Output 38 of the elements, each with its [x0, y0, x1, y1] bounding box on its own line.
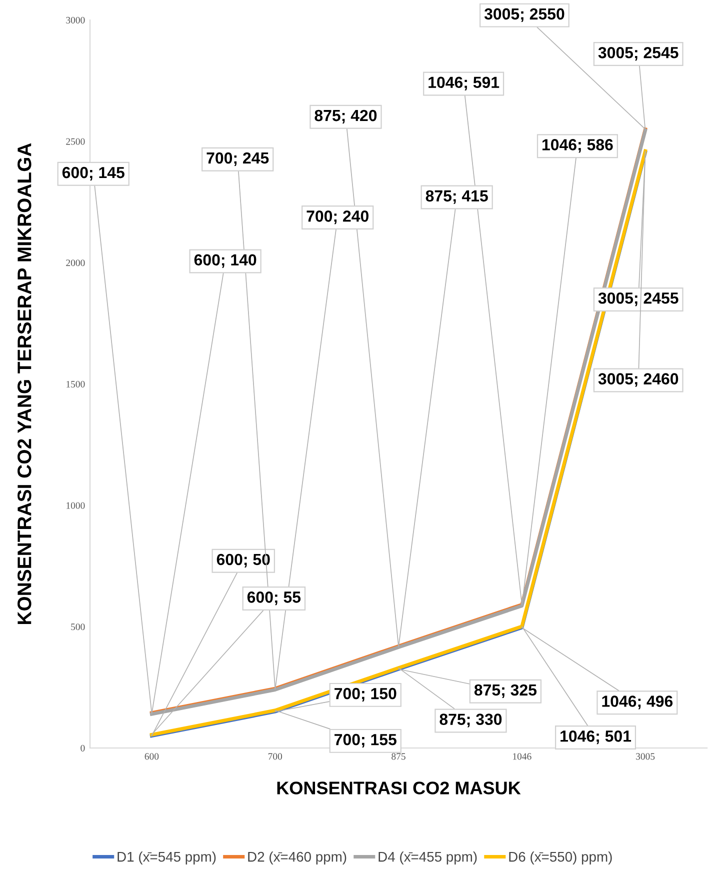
- data-label: 3005; 2550: [484, 8, 564, 22]
- x-tick-label: 875: [392, 753, 406, 760]
- x-tick-label: 700: [268, 753, 282, 760]
- x-tick-label: 1046: [513, 753, 532, 760]
- data-label: 875; 325: [474, 684, 537, 698]
- y-axis-title: KONSENTRASI CO2 YANG TERSERAP MIKROALGA: [18, 143, 32, 624]
- legend-label: D4 (x̄=455 ppm): [378, 852, 477, 864]
- data-label: 600; 55: [247, 592, 301, 606]
- y-tick-label: 1000: [66, 502, 85, 509]
- legend-label: D1 (x̄=545 ppm): [118, 852, 216, 864]
- data-label: 3005; 2460: [598, 373, 678, 387]
- y-tick-label: 2500: [66, 138, 85, 145]
- legend-label: D2 (x̄=460 ppm): [248, 852, 346, 864]
- data-label: 1046; 591: [428, 76, 500, 90]
- x-tick-label: 3005: [636, 753, 655, 760]
- y-tick-label: 2000: [66, 260, 85, 266]
- data-label: 875; 415: [426, 190, 488, 204]
- y-tick-label: 3000: [66, 16, 85, 24]
- legend-label: D6 (x̄=550) ppm): [509, 852, 612, 864]
- data-label: 1046; 496: [602, 696, 673, 710]
- data-label: 600; 50: [216, 554, 270, 568]
- data-label: 700; 155: [334, 734, 396, 748]
- data-label: 700; 150: [334, 688, 396, 702]
- data-label: 600; 145: [62, 166, 124, 181]
- x-tick-label: 600: [144, 753, 159, 760]
- y-tick-label: 0: [80, 744, 85, 752]
- y-tick-label: 1500: [66, 380, 85, 388]
- x-axis-title: KONSENTRASI CO2 MASUK: [277, 782, 521, 794]
- data-label: 1046; 501: [560, 730, 632, 744]
- data-label: 3005; 2455: [598, 292, 678, 306]
- data-label: 1046; 586: [542, 139, 613, 153]
- data-label: 700; 240: [306, 210, 368, 224]
- data-label: 600; 140: [194, 254, 256, 268]
- data-label: 3005; 2545: [598, 47, 678, 61]
- data-label: 700; 245: [206, 152, 269, 166]
- y-tick-label: 500: [71, 624, 85, 630]
- data-label: 875; 420: [314, 110, 377, 124]
- data-label: 875; 330: [440, 714, 502, 728]
